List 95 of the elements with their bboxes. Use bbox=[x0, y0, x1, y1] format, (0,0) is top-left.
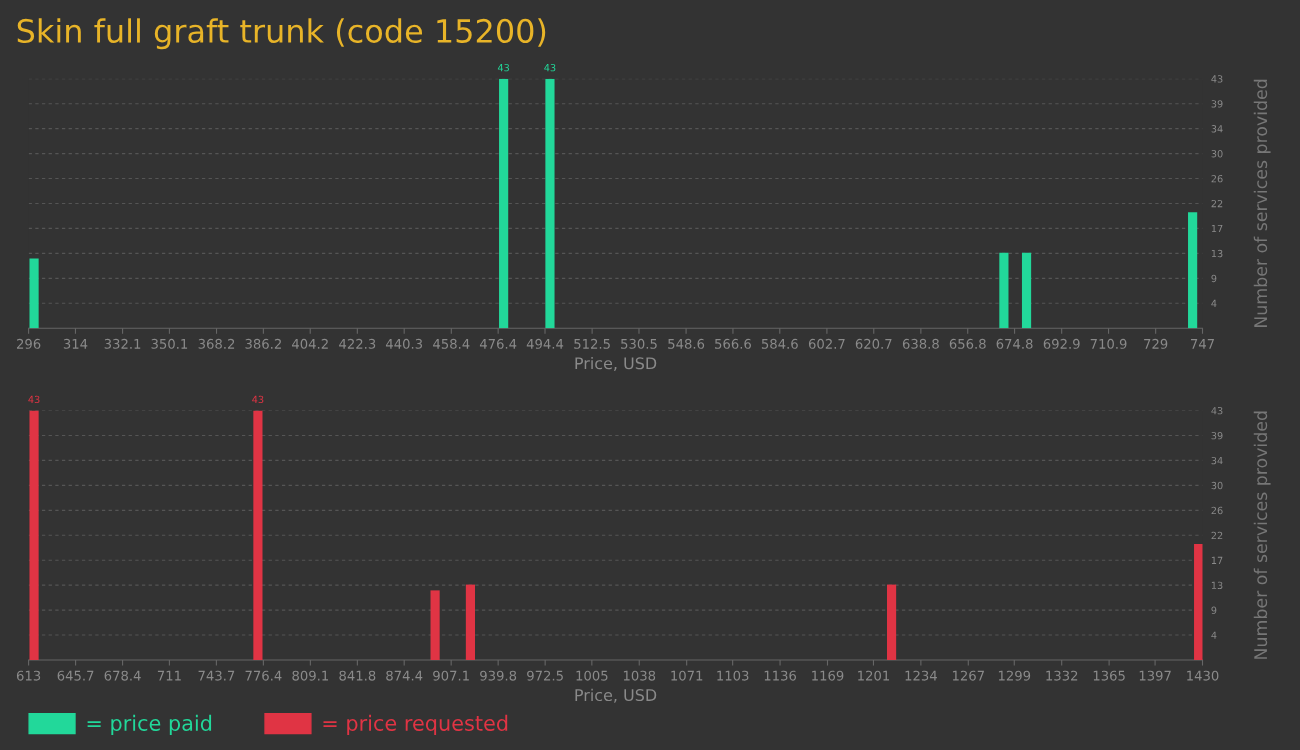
x-tick-label: 386.2 bbox=[245, 338, 281, 349]
y-tick-label: 9 bbox=[1211, 274, 1217, 283]
bar bbox=[1021, 252, 1032, 329]
x-tick-label: 678.4 bbox=[104, 670, 141, 681]
x-axis-title: Price, USD bbox=[575, 356, 657, 371]
x-tick-label: 939.8 bbox=[480, 670, 517, 681]
x-tick-label: 1397 bbox=[1139, 670, 1171, 681]
x-tick-label: 530.5 bbox=[621, 338, 657, 349]
data-label: 43 bbox=[28, 395, 40, 404]
y-tick-label: 26 bbox=[1211, 506, 1223, 515]
x-tick-label: 809.1 bbox=[292, 670, 329, 681]
y-tick-label: 26 bbox=[1211, 175, 1223, 183]
x-tick-label: 584.6 bbox=[761, 338, 798, 349]
y-tick-label: 9 bbox=[1211, 606, 1217, 614]
y-tick-label: 34 bbox=[1211, 125, 1223, 133]
x-tick-label: 1234 bbox=[905, 670, 937, 681]
x-tick-label: 1430 bbox=[1187, 670, 1219, 681]
x-tick-label: 1005 bbox=[576, 670, 608, 681]
y-tick-label: 30 bbox=[1211, 150, 1223, 158]
x-tick-label: 638.8 bbox=[902, 338, 939, 349]
x-tick-label: 1136 bbox=[764, 670, 797, 681]
legend-label: = price requested bbox=[323, 714, 508, 735]
x-tick-label: 645.7 bbox=[57, 670, 94, 681]
x-tick-label: 602.7 bbox=[808, 338, 845, 349]
x-tick-label: 620.7 bbox=[855, 338, 892, 349]
y-tick-label: 30 bbox=[1211, 481, 1223, 490]
bar bbox=[465, 584, 476, 660]
y-tick-label: 34 bbox=[1211, 456, 1223, 465]
x-tick-label: 874.4 bbox=[386, 670, 423, 681]
x-tick-label: 476.4 bbox=[479, 338, 517, 349]
bar bbox=[1194, 543, 1203, 660]
y-axis-title: Number of services provided bbox=[1253, 411, 1271, 659]
x-tick-label: 1299 bbox=[998, 670, 1031, 681]
x-tick-label: 747 bbox=[1190, 339, 1214, 349]
y-tick-label: 43 bbox=[1211, 75, 1223, 83]
bar bbox=[545, 78, 555, 329]
y-tick-label: 43 bbox=[1211, 407, 1223, 415]
data-label: 43 bbox=[252, 395, 264, 404]
x-tick-label: 1169 bbox=[812, 670, 844, 681]
bar bbox=[499, 78, 509, 329]
legend-label: = price paid bbox=[87, 714, 212, 735]
x-tick-label: 494.4 bbox=[526, 338, 564, 349]
y-tick-label: 4 bbox=[1211, 299, 1217, 307]
x-tick-label: 512.5 bbox=[574, 338, 610, 349]
x-tick-label: 656.8 bbox=[949, 338, 986, 349]
x-tick-label: 729 bbox=[1144, 338, 1168, 349]
data-label: 43 bbox=[544, 63, 556, 72]
bar bbox=[886, 584, 897, 660]
x-tick-label: 711 bbox=[157, 670, 181, 681]
y-tick-label: 17 bbox=[1211, 556, 1223, 564]
x-tick-label: 743.7 bbox=[198, 670, 235, 681]
x-tick-label: 422.3 bbox=[339, 338, 376, 349]
x-tick-label: 1071 bbox=[671, 670, 703, 681]
x-tick-label: 1267 bbox=[952, 670, 984, 681]
x-tick-label: 692.9 bbox=[1043, 338, 1080, 349]
chart-title: Skin full graft trunk (code 15200) bbox=[17, 18, 546, 50]
x-tick-label: 1201 bbox=[858, 670, 890, 681]
bar bbox=[29, 410, 39, 660]
x-tick-label: 350.1 bbox=[151, 338, 188, 349]
x-tick-label: 776.4 bbox=[245, 670, 282, 681]
x-tick-label: 458.4 bbox=[433, 338, 470, 349]
x-tick-label: 440.3 bbox=[385, 338, 423, 349]
y-axis-title: Number of services provided bbox=[1253, 79, 1271, 328]
y-tick-label: 4 bbox=[1211, 631, 1217, 639]
x-tick-label: 368.2 bbox=[198, 338, 235, 349]
y-tick-label: 39 bbox=[1211, 100, 1223, 108]
bar bbox=[29, 258, 39, 329]
y-tick-label: 22 bbox=[1211, 531, 1223, 539]
x-axis-title: Price, USD bbox=[575, 688, 657, 703]
bar bbox=[1188, 212, 1198, 329]
x-tick-label: 1332 bbox=[1046, 670, 1078, 681]
x-tick-label: 1103 bbox=[717, 670, 749, 681]
x-tick-label: 404.2 bbox=[291, 338, 328, 349]
x-tick-label: 972.5 bbox=[527, 670, 563, 681]
y-tick-label: 13 bbox=[1211, 581, 1223, 589]
bar bbox=[999, 252, 1009, 329]
x-tick-label: 314 bbox=[63, 338, 88, 349]
data-label: 43 bbox=[497, 63, 510, 72]
x-tick-label: 1365 bbox=[1093, 670, 1125, 681]
x-tick-label: 332.1 bbox=[104, 338, 141, 349]
bar bbox=[430, 590, 440, 660]
y-tick-label: 17 bbox=[1211, 225, 1223, 233]
y-tick-label: 13 bbox=[1211, 249, 1223, 258]
y-tick-label: 39 bbox=[1211, 431, 1223, 440]
x-tick-label: 674.8 bbox=[996, 338, 1033, 349]
y-tick-label: 22 bbox=[1211, 199, 1223, 208]
x-tick-label: 296 bbox=[16, 338, 41, 349]
x-tick-label: 907.1 bbox=[433, 670, 469, 681]
x-tick-label: 841.8 bbox=[339, 670, 376, 681]
bar bbox=[253, 410, 263, 660]
x-tick-label: 710.9 bbox=[1090, 338, 1127, 349]
x-tick-label: 548.6 bbox=[668, 338, 705, 349]
x-tick-label: 1038 bbox=[623, 670, 656, 681]
x-tick-label: 613 bbox=[16, 670, 41, 681]
x-tick-label: 566.6 bbox=[715, 338, 751, 349]
